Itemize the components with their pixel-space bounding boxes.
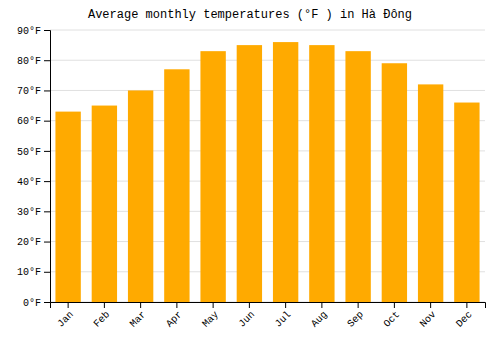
tick-label: Jan	[55, 309, 76, 330]
tick: 40°F	[17, 177, 50, 188]
tick-mark	[104, 302, 105, 308]
tick-label: 20°F	[17, 237, 41, 248]
tick-label: Nov	[418, 309, 439, 330]
tick-mark	[68, 302, 69, 308]
tick-mark	[358, 302, 359, 308]
tick: 70°F	[17, 86, 50, 97]
bar	[164, 69, 189, 302]
bar	[128, 90, 153, 302]
tick: May	[200, 302, 221, 330]
tick-mark	[213, 302, 214, 308]
tick: Nov	[418, 302, 439, 330]
tick: 90°F	[17, 26, 50, 37]
tick-mark	[430, 302, 431, 308]
chart-svg: Jan Feb Mar Apr May Jun Jul Aug Sep Oct Nov Dec 0°F 1…	[0, 0, 500, 350]
bar	[273, 42, 298, 302]
tick: 20°F	[17, 237, 50, 248]
chart-container: Jan Feb Mar Apr May Jun Jul Aug Sep Oct Nov Dec 0°F 1…	[0, 0, 500, 350]
tick: 60°F	[17, 116, 50, 127]
tick: 30°F	[17, 207, 50, 218]
tick-mark	[44, 121, 50, 122]
tick: 0°F	[23, 298, 50, 309]
title: Average monthly temperatures (°F ) in Hà…	[88, 8, 412, 22]
tick: Mar	[128, 302, 149, 330]
axis-line	[44, 31, 51, 303]
tick: Jun	[237, 302, 258, 330]
tick-label: 30°F	[17, 207, 41, 218]
tick: Dec	[454, 302, 475, 330]
grid-line	[50, 60, 485, 61]
tick-label: Oct	[382, 309, 403, 330]
tick-mark	[44, 272, 50, 273]
tick-label: 80°F	[17, 56, 41, 67]
tick: Feb	[92, 302, 113, 330]
tick-label: 10°F	[17, 267, 41, 278]
tick-mark	[44, 181, 50, 182]
tick-mark	[285, 302, 286, 308]
tick: Sep	[345, 302, 366, 330]
tick-label: 90°F	[17, 26, 41, 37]
tick-label: Dec	[454, 309, 475, 330]
tick: Apr	[164, 302, 185, 330]
tick-mark	[44, 242, 50, 243]
bar	[200, 51, 225, 302]
tick: Oct	[382, 302, 403, 330]
tick-mark	[249, 302, 250, 308]
bar	[237, 45, 262, 302]
tick-label: 40°F	[17, 177, 41, 188]
tick-mark	[44, 302, 50, 303]
tick: Jul	[273, 302, 294, 330]
tick: 80°F	[17, 56, 50, 67]
tick-mark	[140, 302, 141, 308]
tick-label: 0°F	[23, 298, 41, 309]
y-axis: 0°F 10°F 20°F 30°F 40°F 50°F 60°F 70°F 80°F 90°F	[17, 26, 51, 309]
tick-mark	[44, 151, 50, 152]
x-axis: Jan Feb Mar Apr May Jun Jul Aug Sep Oct Nov Dec	[51, 302, 486, 330]
bar	[454, 103, 479, 302]
tick: Jan	[55, 302, 76, 330]
tick: Aug	[309, 302, 330, 330]
bar	[309, 45, 334, 302]
tick-label: Jun	[237, 309, 258, 330]
bar	[92, 106, 117, 302]
tick-mark	[44, 211, 50, 212]
tick-label: Feb	[92, 309, 113, 330]
tick-label: 70°F	[17, 86, 41, 97]
axis-line	[51, 303, 486, 309]
tick: 50°F	[17, 147, 50, 158]
bar	[418, 84, 443, 302]
bars	[55, 42, 479, 302]
bar	[382, 63, 407, 302]
plot-area: Jan Feb Mar Apr May Jun Jul Aug Sep Oct Nov Dec 0°F 1…	[17, 26, 486, 330]
tick-label: Aug	[309, 309, 330, 330]
bar	[55, 112, 80, 302]
tick-mark	[394, 302, 395, 308]
tick-mark	[321, 302, 322, 308]
grid	[50, 30, 485, 302]
tick-mark	[44, 60, 50, 61]
tick-mark	[44, 90, 50, 91]
tick-mark	[466, 302, 467, 308]
tick-mark	[44, 30, 50, 31]
tick-label: Jul	[273, 309, 294, 330]
tick-label: 50°F	[17, 147, 41, 158]
tick: 10°F	[17, 267, 50, 278]
tick-label: May	[200, 309, 221, 330]
grid-line	[50, 30, 485, 31]
tick-mark	[176, 302, 177, 308]
tick-label: 60°F	[17, 116, 41, 127]
tick-label: Sep	[345, 309, 366, 330]
tick-label: Apr	[164, 309, 185, 330]
tick-label: Mar	[128, 309, 149, 330]
bar	[345, 51, 370, 302]
